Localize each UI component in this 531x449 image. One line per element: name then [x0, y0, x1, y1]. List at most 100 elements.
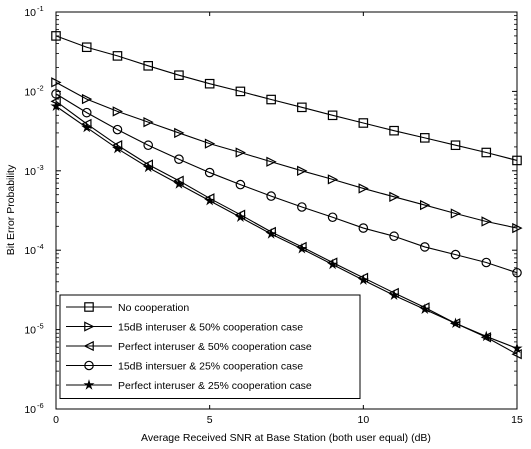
series-line	[55, 93, 518, 274]
data-point	[81, 93, 93, 105]
legend-marker	[83, 379, 95, 390]
legend-entry: Perfect interuser & 50% cooperation case	[66, 340, 312, 353]
data-point	[327, 174, 339, 185]
data-point	[358, 118, 369, 128]
data-point	[81, 121, 93, 133]
series-layer	[50, 31, 523, 360]
data-point	[420, 199, 431, 211]
data-point	[204, 138, 216, 149]
data-point	[235, 179, 246, 190]
y-tick-label-exponent: -5	[37, 322, 44, 331]
data-point	[266, 191, 276, 201]
legend-marker	[83, 340, 94, 352]
y-tick-label: 10	[24, 86, 36, 98]
data-point	[265, 228, 277, 239]
data-point	[481, 257, 492, 268]
legend-entry: 15dB interuser & 50% cooperation case	[66, 321, 303, 334]
x-tick-label: 0	[53, 414, 59, 426]
legend-entry: Perfect interuser & 25% cooperation case	[66, 379, 312, 392]
data-point	[81, 107, 92, 118]
legend-label: Perfect interuser & 25% cooperation case	[118, 380, 312, 392]
data-point	[235, 86, 246, 97]
y-tick-label-exponent: -3	[37, 163, 44, 172]
y-tick-label: 10	[24, 404, 36, 416]
data-point	[327, 212, 338, 223]
data-point	[112, 124, 123, 135]
data-point	[450, 140, 461, 151]
y-tick-label-exponent: -6	[37, 401, 44, 410]
x-tick-label: 5	[207, 414, 213, 426]
data-point	[358, 183, 369, 194]
data-point	[174, 127, 185, 139]
data-point	[174, 154, 184, 164]
data-point	[142, 161, 154, 173]
data-point	[389, 125, 399, 136]
data-point	[235, 147, 246, 158]
data-point	[266, 94, 276, 105]
legend-entry: No cooperation	[66, 302, 189, 314]
series-1	[51, 31, 522, 166]
legend-label: 15dB intersuer & 25% cooperation case	[118, 361, 303, 373]
data-point	[419, 303, 431, 315]
legend-marker	[84, 302, 94, 312]
data-point	[296, 243, 308, 254]
data-point	[81, 42, 92, 53]
y-tick-label: 10	[24, 325, 36, 337]
legend-marker	[84, 360, 94, 371]
data-point	[266, 156, 277, 167]
data-point	[481, 216, 492, 227]
y-tick-label-exponent: -1	[37, 4, 44, 13]
x-tick-label: 10	[357, 414, 369, 426]
y-tick-label-exponent: -4	[37, 242, 44, 251]
data-point	[297, 202, 307, 212]
plot-frame	[55, 11, 518, 410]
y-tick-label: 10	[24, 166, 36, 178]
legend-label: No cooperation	[118, 302, 189, 314]
series-5	[50, 100, 523, 354]
series-line	[55, 81, 518, 229]
data-point	[450, 208, 462, 219]
series-line	[55, 105, 518, 349]
data-point	[327, 110, 338, 121]
data-point	[297, 165, 308, 176]
data-point	[449, 317, 462, 329]
data-point	[112, 106, 124, 117]
data-point	[234, 211, 246, 222]
data-point	[143, 61, 153, 71]
data-point	[204, 194, 216, 206]
data-point	[420, 133, 430, 143]
legend-box	[59, 294, 361, 399]
data-point	[357, 274, 369, 285]
data-point	[143, 116, 154, 128]
data-point	[174, 70, 184, 80]
series-line	[55, 100, 518, 355]
data-point	[389, 191, 400, 203]
y-axis-label: Bit Error Probability	[5, 164, 17, 255]
data-point	[297, 102, 307, 113]
data-point	[450, 249, 461, 260]
data-point	[358, 223, 369, 233]
x-tick-label: 15	[511, 414, 523, 426]
data-point	[204, 167, 215, 178]
data-point	[173, 178, 185, 189]
data-point	[112, 51, 123, 61]
legend: No cooperation 15dB interuser & 50% coope…	[59, 294, 361, 399]
y-tick-label: 10	[24, 7, 36, 19]
data-point	[389, 231, 399, 242]
data-point	[419, 242, 430, 252]
legend-entry: 15dB intersuer & 25% cooperation case	[66, 361, 303, 373]
data-point	[388, 289, 400, 301]
data-point	[204, 78, 215, 89]
y-tick-label: 10	[24, 245, 36, 257]
data-point	[481, 147, 492, 158]
legend-label: 15dB interuser & 50% cooperation case	[118, 322, 303, 334]
data-point	[327, 258, 339, 270]
series-line	[55, 35, 518, 161]
x-axis-label: Average Received SNR at Base Station (bo…	[141, 432, 431, 444]
data-point	[480, 330, 492, 342]
data-point	[111, 142, 124, 154]
data-point	[143, 140, 153, 151]
legend-marker	[84, 321, 95, 332]
